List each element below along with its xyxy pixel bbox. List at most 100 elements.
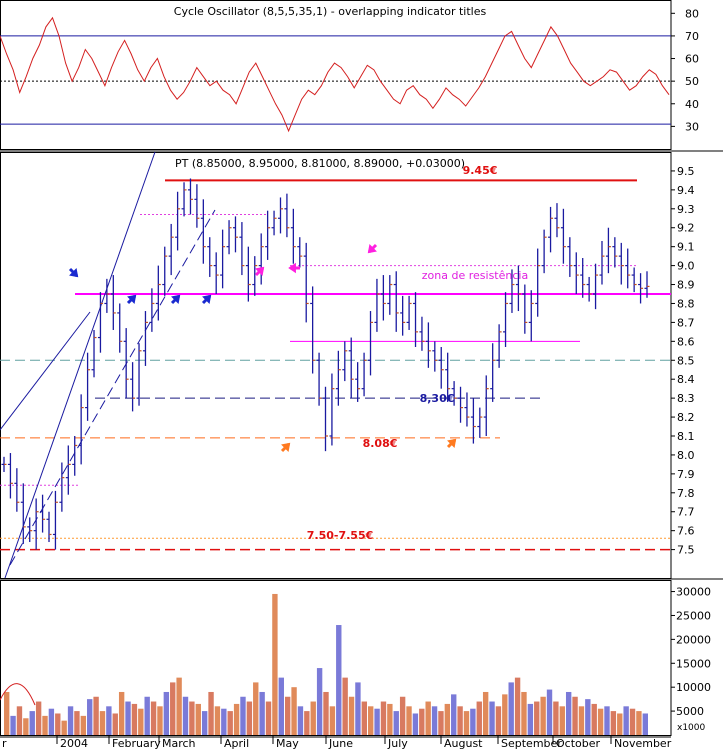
price-bar: [644, 271, 650, 298]
volume-bar: [304, 711, 310, 735]
oscillator-y-tick-label: 80: [685, 7, 699, 20]
x-axis-label: March: [162, 737, 196, 750]
arrow-head: [127, 294, 137, 304]
price-bar: [612, 237, 618, 268]
price-bar: [123, 328, 129, 399]
price-bar: [605, 227, 611, 274]
price-bar: [97, 292, 103, 353]
volume-y-tick-label: 15000: [676, 657, 711, 670]
x-axis-label: May: [276, 737, 299, 750]
price-bar: [348, 337, 354, 399]
volume-bar: [125, 701, 131, 735]
price-bar: [528, 290, 534, 342]
volume-bar: [131, 703, 138, 735]
volume-bar: [540, 696, 546, 735]
price-bar: [33, 498, 39, 550]
x-axis-label: August: [444, 737, 483, 750]
price-bar: [149, 288, 155, 332]
volume-bar: [636, 711, 642, 735]
price-y-tick-label: 7.7: [677, 506, 695, 519]
volume-bar: [67, 706, 74, 735]
price-bar: [194, 184, 200, 228]
volume-bar: [419, 708, 425, 735]
price-y-tick-label: 7.6: [677, 525, 695, 538]
price-bar: [560, 208, 566, 264]
oscillator-y-tick-label: 70: [685, 30, 699, 43]
price-bar: [515, 265, 521, 312]
volume-bar: [457, 706, 463, 735]
volume-bar: [412, 713, 419, 735]
price-bar: [72, 436, 78, 476]
price-bar: [361, 352, 367, 397]
volume-bar: [502, 694, 508, 735]
trend-channel-lower: [9, 209, 216, 566]
price-bar: [284, 193, 290, 238]
volume-bar: [150, 701, 157, 735]
price-y-tick-label: 7.8: [677, 487, 695, 500]
oscillator-y-tick-label: 60: [685, 53, 699, 66]
volume-bar: [246, 701, 253, 735]
price-bar: [155, 265, 161, 321]
arrow-marker: [201, 294, 212, 305]
volume-bar: [170, 682, 176, 735]
volume-bar: [387, 703, 393, 735]
price-bar: [239, 222, 245, 276]
price-bar: [586, 276, 592, 302]
price-bar: [65, 445, 71, 495]
price-bar: [335, 350, 341, 406]
x-axis-label: February: [112, 737, 161, 750]
volume-bar: [195, 703, 201, 735]
price-bar: [522, 284, 528, 334]
volume-bar: [48, 708, 55, 735]
volume-bar: [565, 691, 572, 735]
price-bar: [477, 407, 483, 438]
volume-bar: [253, 682, 259, 735]
price-bar: [380, 275, 386, 321]
price-bar: [638, 273, 644, 304]
volume-bar: [93, 696, 99, 735]
price-bar: [91, 329, 97, 378]
x-axis-label: September: [501, 737, 562, 750]
arrow-marker: [367, 243, 378, 254]
price-y-tick-label: 9.4: [677, 184, 695, 197]
price-bar: [400, 295, 406, 336]
trend-channel-upper: [4, 151, 156, 579]
price-bar: [265, 210, 271, 260]
x-axis-label: r: [2, 737, 7, 750]
volume-bar: [278, 677, 284, 735]
volume-bar: [329, 706, 336, 735]
price-bar: [110, 275, 116, 330]
price-bar: [245, 246, 251, 302]
volume-bar: [406, 706, 412, 735]
volume-bar: [176, 677, 182, 735]
volume-bar: [495, 706, 502, 735]
volume-y-tick-label: 10000: [676, 681, 711, 694]
volume-bar: [585, 699, 591, 735]
volume-bar: [629, 708, 636, 735]
volume-bar: [112, 713, 118, 735]
volume-bar: [182, 696, 189, 735]
volume-bar: [291, 687, 297, 735]
oscillator-title: Cycle Oscillator (8,5,5,35,1) - overlapp…: [174, 5, 487, 18]
price-bar: [303, 242, 309, 323]
price-bar: [271, 210, 277, 236]
price-y-tick-label: 9.3: [677, 203, 695, 216]
oscillator-y-tick-label: 40: [685, 98, 699, 111]
volume-bar: [323, 691, 329, 735]
volume-bar: [617, 713, 623, 735]
price-y-tick-label: 8.4: [677, 373, 695, 386]
volume-bar: [189, 701, 195, 735]
price-annotation: 7.50-7.55€: [307, 529, 374, 542]
volume-bar: [578, 706, 585, 735]
price-annotation: 8.08€: [363, 437, 398, 450]
volume-bar: [553, 701, 559, 735]
price-bar: [573, 252, 579, 294]
x-axis-label: November: [614, 737, 672, 750]
price-y-tick-label: 8.2: [677, 411, 695, 424]
price-bar: [52, 490, 58, 550]
volume-bar: [348, 696, 355, 735]
volume-bar: [368, 706, 374, 735]
volume-bar: [470, 708, 476, 735]
price-bar: [207, 237, 213, 277]
